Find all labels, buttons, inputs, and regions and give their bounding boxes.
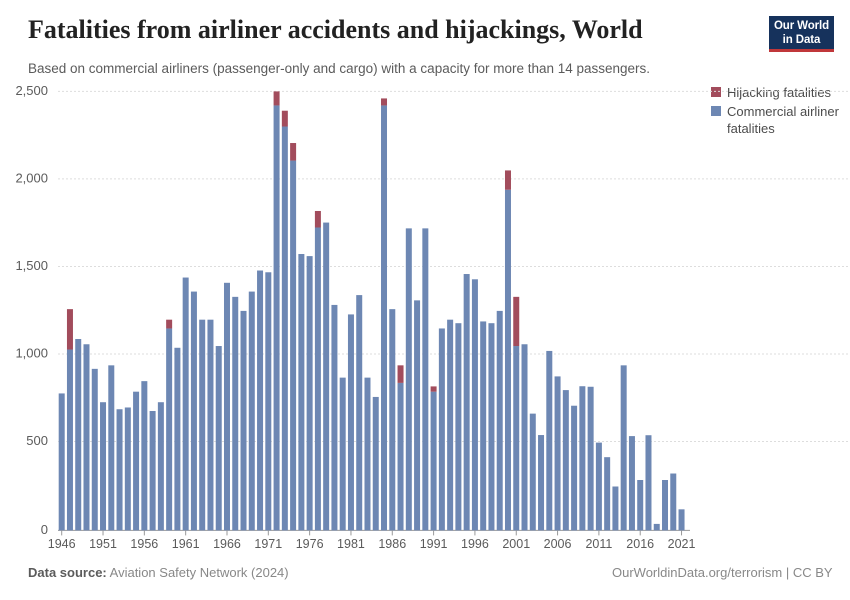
svg-text:1956: 1956 xyxy=(130,537,158,551)
svg-text:2,000: 2,000 xyxy=(15,171,48,186)
svg-text:1946: 1946 xyxy=(48,537,76,551)
svg-text:1951: 1951 xyxy=(89,537,117,551)
svg-text:2,500: 2,500 xyxy=(15,83,48,98)
svg-text:1986: 1986 xyxy=(378,537,406,551)
svg-text:1,500: 1,500 xyxy=(15,258,48,273)
svg-text:1961: 1961 xyxy=(172,537,200,551)
svg-text:1966: 1966 xyxy=(213,537,241,551)
svg-text:2006: 2006 xyxy=(544,537,572,551)
svg-text:1991: 1991 xyxy=(420,537,448,551)
svg-text:2016: 2016 xyxy=(626,537,654,551)
svg-text:1996: 1996 xyxy=(461,537,489,551)
svg-text:0: 0 xyxy=(41,522,48,537)
svg-text:1971: 1971 xyxy=(254,537,282,551)
svg-text:1,000: 1,000 xyxy=(15,346,48,361)
svg-text:1981: 1981 xyxy=(337,537,365,551)
svg-text:2011: 2011 xyxy=(585,537,612,551)
svg-text:1976: 1976 xyxy=(296,537,324,551)
svg-text:2021: 2021 xyxy=(668,537,696,551)
svg-text:2001: 2001 xyxy=(502,537,530,551)
svg-text:500: 500 xyxy=(26,433,48,448)
